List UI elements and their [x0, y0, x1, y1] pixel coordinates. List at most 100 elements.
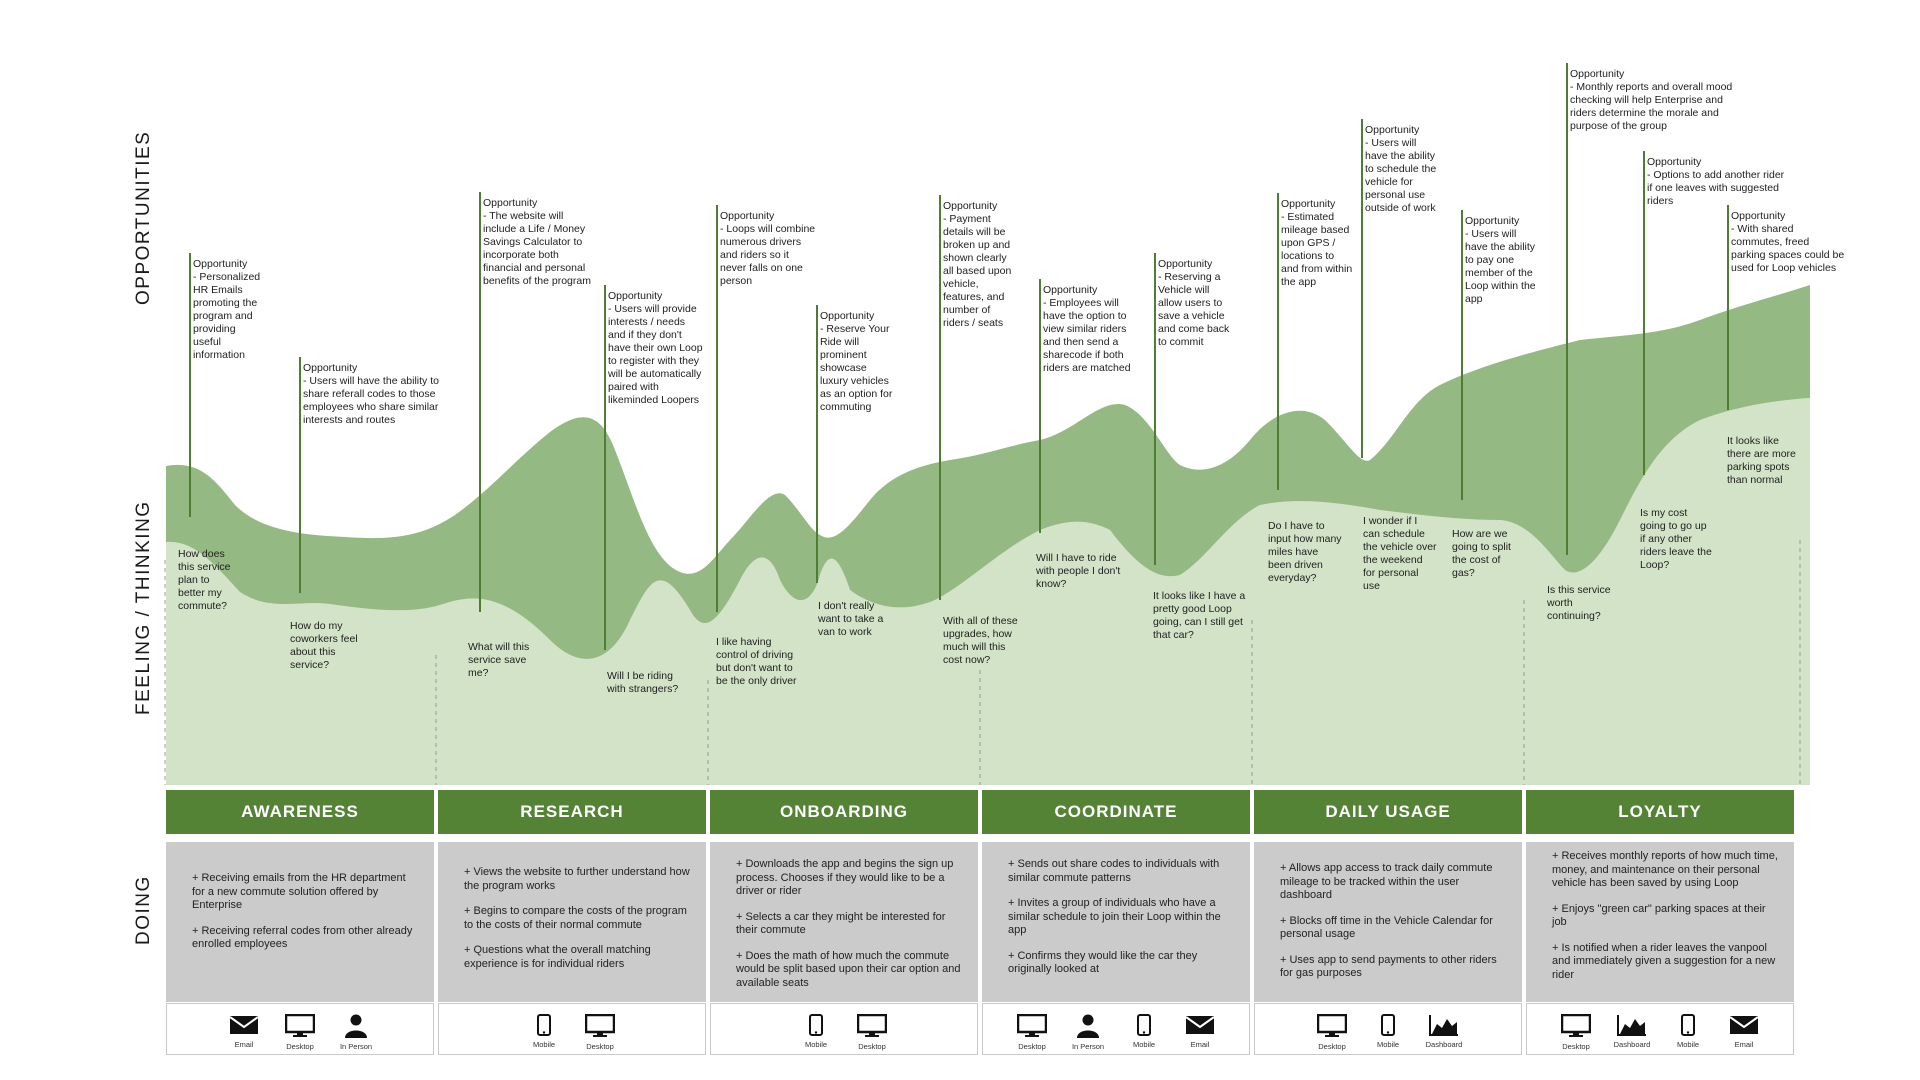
opportunity-note: Opportunity - Users will provide interes…	[608, 290, 703, 406]
channel-label: In Person	[1071, 1042, 1105, 1051]
desktop-icon	[1561, 1014, 1591, 1038]
stage-header-onboarding: ONBOARDING	[710, 790, 978, 834]
thought-note: Will I be riding with strangers?	[607, 670, 679, 695]
doing-item: + Confirms they would like the car they …	[1008, 949, 1198, 976]
doing-list: + Sends out share codes to individuals w…	[1008, 858, 1234, 989]
stage-header-coordinate: COORDINATE	[982, 790, 1250, 834]
thought-note: What will this service save me?	[468, 641, 530, 679]
person-icon	[344, 1014, 368, 1038]
opportunity-note: Opportunity - Reserve Your Ride will pro…	[820, 310, 893, 413]
channel-item: Desktop	[1311, 1014, 1353, 1051]
stage-header-daily-usage: DAILY USAGE	[1254, 790, 1522, 834]
channel-row: Desktop In Person Mobile Email	[982, 1003, 1250, 1055]
channel-label: Dashboard	[1425, 1040, 1463, 1049]
channel-item: Mobile	[795, 1014, 837, 1049]
channel-label: Desktop	[1562, 1042, 1590, 1051]
row-label-feeling: FEELING / THINKING	[133, 500, 154, 715]
channel-item: Mobile	[1367, 1014, 1409, 1049]
channel-label: Email	[1190, 1040, 1210, 1049]
opportunity-note: Opportunity - The website will include a…	[483, 197, 591, 287]
channel-label: In Person	[339, 1042, 373, 1051]
opportunity-note: Opportunity - Employees will have the op…	[1043, 284, 1131, 374]
channel-label: Mobile	[1676, 1040, 1700, 1049]
channel-label: Mobile	[804, 1040, 828, 1049]
channel-item: Desktop	[279, 1014, 321, 1051]
channel-label: Mobile	[1132, 1040, 1156, 1049]
doing-list: + Receives monthly reports of how much t…	[1552, 850, 1778, 994]
channel-item: In Person	[1067, 1014, 1109, 1051]
channel-item: Mobile	[1123, 1014, 1165, 1049]
channel-item: In Person	[335, 1014, 377, 1051]
doing-item: + Allows app access to track daily commu…	[1280, 862, 1493, 901]
channel-item: Email	[1723, 1014, 1765, 1049]
desktop-icon	[585, 1014, 615, 1038]
doing-list: + Receiving emails from the HR departmen…	[192, 872, 418, 964]
opportunity-note: Opportunity - Personalized HR Emails pro…	[193, 258, 261, 361]
thought-note: I like having control of driving but don…	[716, 636, 797, 687]
thought-note: How do my coworkers feel about this serv…	[290, 620, 358, 671]
email-icon	[229, 1014, 259, 1036]
doing-item: + Invites a group of individuals who hav…	[1008, 897, 1221, 936]
mobile-icon	[1381, 1014, 1395, 1036]
channel-item: Email	[1179, 1014, 1221, 1049]
channel-item: Dashboard	[1611, 1014, 1653, 1049]
opportunity-note: Opportunity - With shared commutes, free…	[1731, 210, 1845, 274]
channel-label: Mobile	[532, 1040, 556, 1049]
doing-item: + Receiving emails from the HR departmen…	[192, 872, 406, 911]
person-icon	[1076, 1014, 1100, 1038]
thought-note: Will I have to ride with people I don't …	[1036, 552, 1121, 590]
desktop-icon	[1317, 1014, 1347, 1038]
doing-item: + Selects a car they might be interested…	[736, 910, 946, 937]
opportunity-note: Opportunity - Monthly reports and overal…	[1570, 68, 1733, 132]
opportunity-note: Opportunity - Payment details will be br…	[943, 200, 1012, 329]
doing-item: + Receiving referral codes from other al…	[192, 924, 413, 951]
desktop-icon	[285, 1014, 315, 1038]
stage-dividers	[164, 540, 1801, 785]
stage-header-research: RESEARCH	[438, 790, 706, 834]
channel-item: Email	[223, 1014, 265, 1049]
channel-label: Desktop	[586, 1042, 614, 1051]
dashboard-icon	[1429, 1014, 1459, 1036]
stage-header-awareness: AWARENESS	[166, 790, 434, 834]
channel-row: Desktop Mobile Dashboard	[1254, 1003, 1522, 1055]
thought-note: Do I have to input how many miles have b…	[1268, 520, 1342, 584]
channel-row: Email Desktop In Person	[166, 1003, 434, 1055]
doing-item: + Uses app to send payments to other rid…	[1280, 953, 1497, 980]
mobile-icon	[1681, 1014, 1695, 1036]
opportunity-lines	[189, 63, 1729, 650]
row-label-opportunities: OPPORTUNITIES	[133, 130, 154, 305]
opportunity-note: Opportunity - Reserving a Vehicle will a…	[1158, 258, 1230, 348]
mobile-icon	[537, 1014, 551, 1036]
doing-item: + Views the website to further understan…	[464, 866, 690, 892]
doing-item: + Receives monthly reports of how much t…	[1552, 850, 1778, 889]
desktop-icon	[1017, 1014, 1047, 1038]
doing-list: + Downloads the app and begins the sign …	[736, 858, 962, 1002]
doing-list: + Views the website to further understan…	[464, 866, 690, 983]
thought-note: Is my cost going to go up if any other r…	[1640, 507, 1712, 571]
doing-panel: + Views the website to further understan…	[438, 842, 706, 1002]
thought-note: Is this service worth continuing?	[1547, 584, 1611, 622]
doing-list: + Allows app access to track daily commu…	[1280, 862, 1506, 993]
channel-label: Desktop	[1318, 1042, 1346, 1051]
channel-label: Email	[234, 1040, 254, 1049]
dashboard-icon	[1617, 1014, 1647, 1036]
doing-panel: + Allows app access to track daily commu…	[1254, 842, 1522, 1002]
doing-item: + Enjoys "green car" parking spaces at t…	[1552, 902, 1766, 929]
channel-label: Email	[1734, 1040, 1754, 1049]
channel-label: Mobile	[1376, 1040, 1400, 1049]
channel-label: Desktop	[858, 1042, 886, 1051]
doing-panel: + Receives monthly reports of how much t…	[1526, 842, 1794, 1002]
channel-label: Desktop	[1018, 1042, 1046, 1051]
channel-item: Dashboard	[1423, 1014, 1465, 1049]
doing-item: + Sends out share codes to individuals w…	[1008, 858, 1220, 884]
opportunity-note: Opportunity - Loops will combine numerou…	[720, 210, 816, 287]
thought-note: How does this service plan to better my …	[178, 548, 231, 612]
opportunity-note: Opportunity - Users will have the abilit…	[303, 362, 439, 426]
thought-note: I wonder if I can schedule the vehicle o…	[1363, 515, 1437, 592]
desktop-icon	[857, 1014, 887, 1038]
thought-note: With all of these upgrades, how much wil…	[943, 615, 1018, 666]
channel-label: Desktop	[286, 1042, 314, 1051]
opportunity-note: Opportunity - Options to add another rid…	[1647, 156, 1785, 207]
feeling-band-light	[166, 398, 1810, 785]
